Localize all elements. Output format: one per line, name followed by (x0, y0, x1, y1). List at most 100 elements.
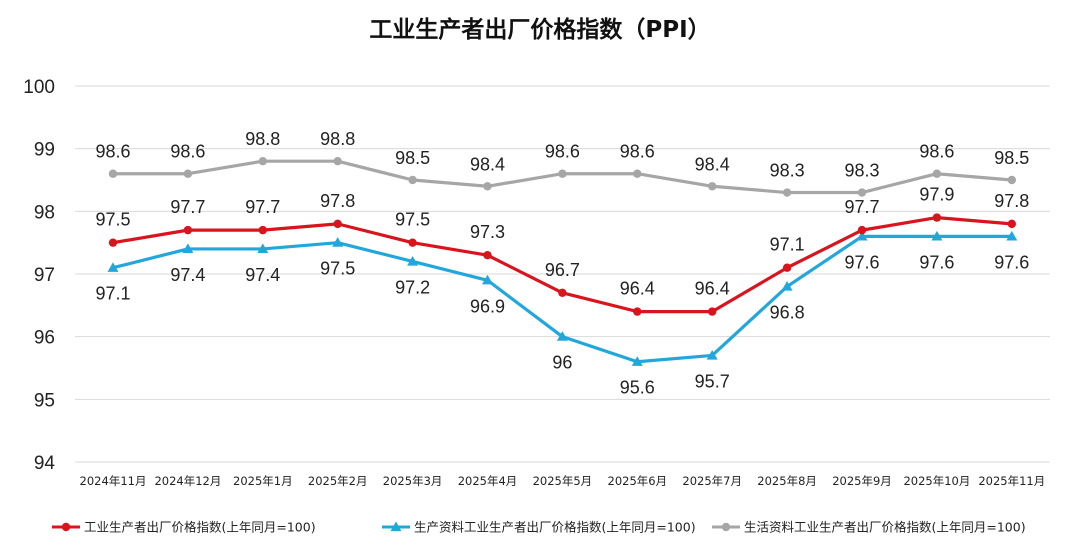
data-label-living: 98.8 (320, 129, 355, 149)
legend-label: 生活资料工业生产者出厂价格指数(上年同月=100) (744, 520, 1026, 535)
data-label-living: 98.8 (245, 129, 280, 149)
x-tick-label: 2025年8月 (757, 474, 817, 488)
data-label-ppi: 97.5 (95, 210, 130, 230)
x-tick-label: 2025年5月 (533, 474, 593, 488)
legend-marker (721, 522, 731, 532)
data-label-living: 98.6 (620, 142, 655, 162)
data-point-production (781, 281, 793, 291)
data-label-living: 98.6 (919, 142, 954, 162)
data-point-living (932, 169, 942, 178)
data-point-production (107, 262, 119, 272)
legend-marker (61, 522, 71, 532)
data-point-production (182, 243, 194, 254)
y-tick-label: 97 (34, 265, 55, 286)
data-label-production: 97.1 (95, 284, 130, 304)
data-label-production: 97.5 (320, 259, 355, 279)
data-label-production: 97.2 (395, 277, 430, 297)
data-point-production (931, 230, 943, 241)
data-point-production (556, 331, 568, 341)
data-label-ppi: 96.4 (695, 279, 730, 299)
data-label-production: 96.9 (470, 296, 505, 316)
data-point-ppi (483, 251, 492, 260)
data-point-ppi (258, 225, 267, 235)
data-point-production (482, 274, 493, 285)
data-label-ppi: 97.7 (170, 197, 205, 217)
data-point-ppi (932, 213, 942, 222)
legend-item-ppi: 工业生产者出厂价格指数(上年同月=100) (52, 520, 316, 535)
data-label-living: 98.4 (470, 154, 505, 174)
data-label-living: 98.4 (695, 154, 730, 174)
data-point-production (1006, 230, 1018, 241)
data-label-ppi: 97.9 (919, 185, 954, 205)
y-tick-label: 100 (23, 77, 55, 98)
x-tick-label: 2025年4月 (458, 474, 518, 488)
legend-marker (390, 521, 402, 532)
data-point-living (558, 169, 567, 178)
x-tick-label: 2025年11月 (978, 474, 1045, 488)
x-axis-ticks: 2024年11月 2024年12月 2025年1月 2025年2月 2025年3月 202… (80, 474, 1046, 488)
data-label-living: 98.5 (994, 148, 1029, 168)
series-ppi (108, 213, 1016, 316)
data-label-living: 98.6 (95, 142, 130, 162)
data-point-production (706, 349, 718, 360)
data-label-living: 98.6 (545, 142, 580, 162)
data-label-production: 97.6 (994, 252, 1029, 272)
data-label-production: 95.7 (695, 371, 730, 391)
data-point-living (483, 182, 492, 191)
data-label-living: 98.3 (844, 161, 879, 181)
data-point-living (183, 169, 193, 178)
data-point-living (633, 169, 642, 178)
y-tick-label: 95 (34, 390, 55, 411)
data-point-living (782, 188, 792, 197)
x-tick-label: 2025年2月 (308, 474, 368, 488)
x-tick-label: 2025年1月 (233, 474, 293, 488)
data-label-ppi: 97.3 (470, 222, 505, 242)
data-label-ppi: 97.5 (395, 210, 430, 230)
data-point-living (333, 157, 342, 166)
y-tick-label: 96 (34, 328, 55, 349)
series-living (108, 157, 1016, 197)
x-tick-label: 2024年11月 (80, 474, 147, 488)
data-point-ppi (1007, 219, 1016, 229)
data-label-ppi: 97.7 (245, 197, 280, 217)
data-label-ppi: 97.7 (844, 197, 879, 217)
x-tick-label: 2025年10月 (903, 474, 970, 488)
data-point-ppi (857, 225, 867, 235)
legend-item-production: 生产资料工业生产者出厂价格指数(上年同月=100) (382, 520, 696, 535)
data-label-production: 97.6 (844, 252, 879, 272)
data-label-ppi: 97.1 (770, 235, 805, 255)
data-point-ppi (408, 238, 417, 247)
data-label-ppi: 96.7 (545, 260, 580, 280)
data-label-production: 96 (552, 353, 572, 373)
x-tick-label: 2024年12月 (154, 474, 221, 488)
data-label-production: 97.6 (919, 252, 954, 272)
legend-label: 工业生产者出厂价格指数(上年同月=100) (84, 520, 316, 535)
data-point-living (857, 188, 867, 197)
x-tick-label: 2025年6月 (608, 474, 668, 488)
data-point-living (1007, 175, 1016, 185)
data-point-production (257, 243, 269, 254)
x-tick-label: 2025年9月 (832, 474, 892, 488)
x-tick-label: 2025年7月 (682, 474, 742, 488)
data-label-living: 98.6 (170, 142, 205, 162)
series-layer (107, 157, 1018, 366)
y-axis-ticks: 94 95 96 97 98 99 100 (23, 77, 55, 474)
data-label-production: 95.6 (620, 378, 655, 398)
data-label-production: 97.4 (245, 265, 280, 285)
data-label-living: 98.3 (770, 161, 805, 181)
data-point-ppi (108, 238, 118, 247)
data-label-production: 96.8 (770, 303, 805, 323)
y-tick-label: 94 (34, 453, 56, 474)
data-point-living (708, 182, 717, 191)
chart-title: 工业生产者出厂价格指数（PPI） (369, 16, 710, 43)
data-label-ppi: 96.4 (620, 279, 655, 299)
data-point-ppi (782, 263, 792, 272)
data-point-ppi (333, 219, 342, 229)
data-label-ppi: 97.8 (320, 191, 355, 211)
data-point-ppi (633, 307, 642, 316)
legend-item-living: 生活资料工业生产者出厂价格指数(上年同月=100) (712, 520, 1026, 535)
data-point-living (108, 169, 118, 178)
data-point-production (631, 356, 643, 366)
